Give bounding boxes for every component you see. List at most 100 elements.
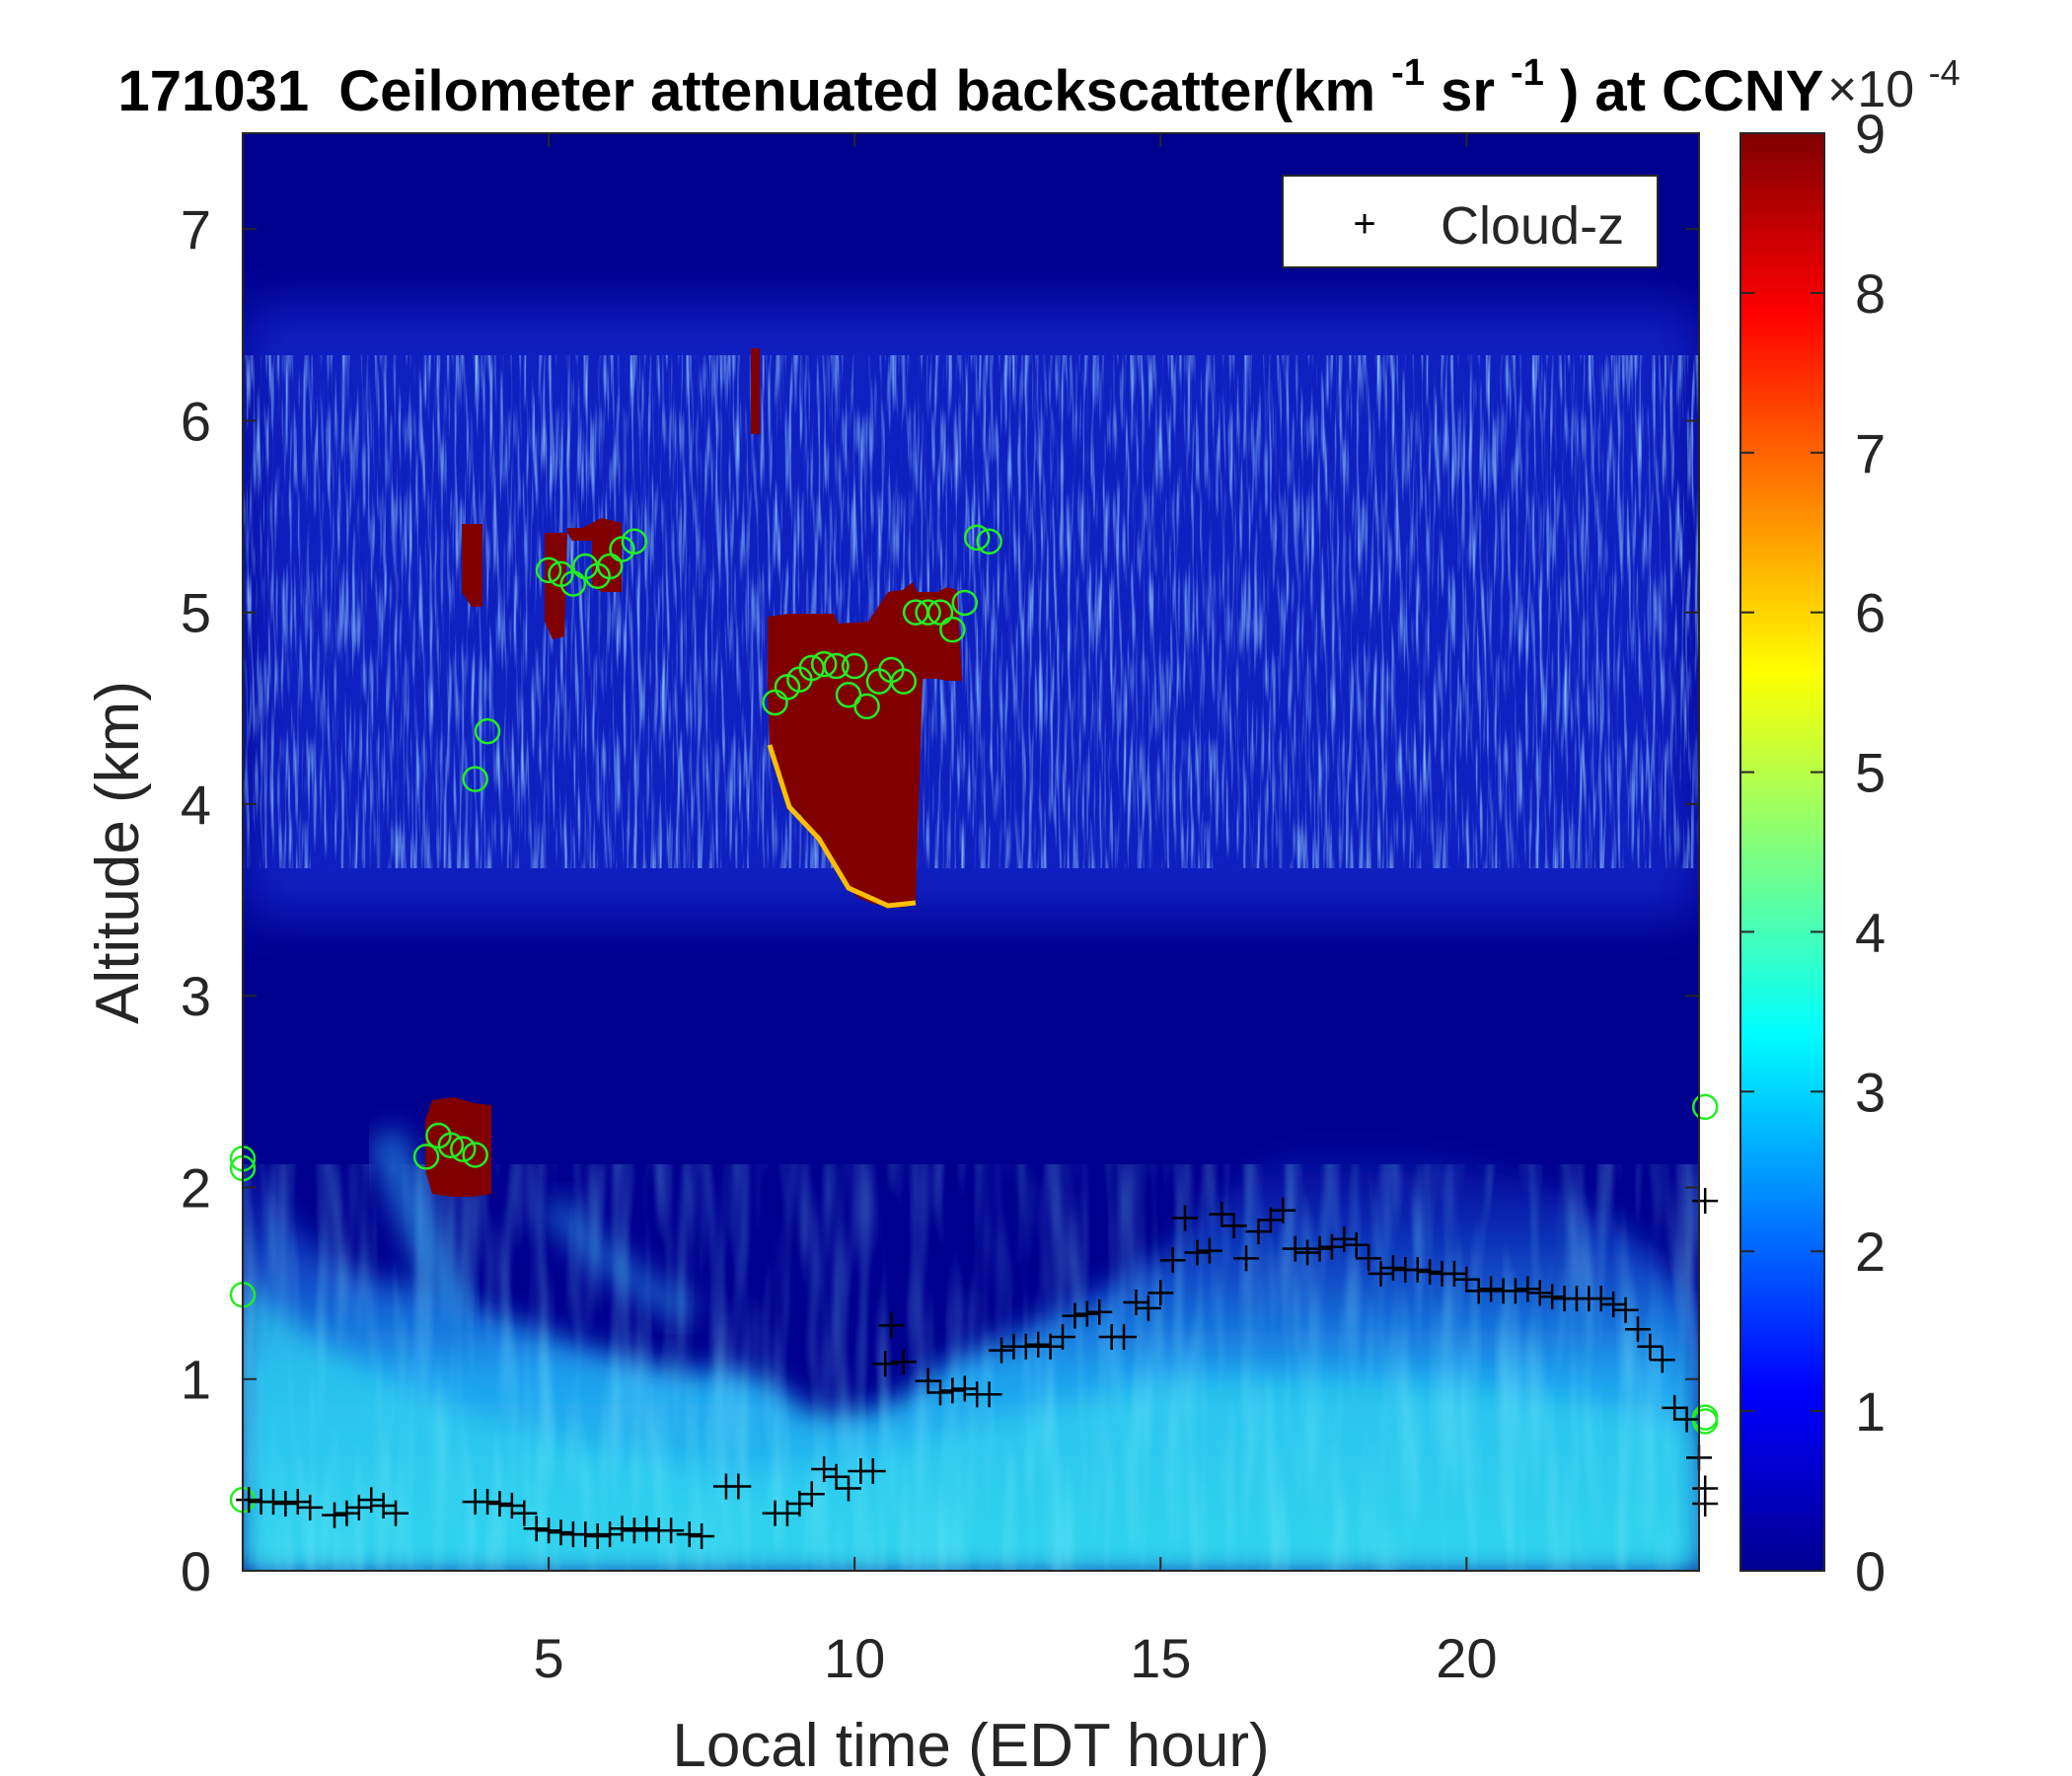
cloud-z-marker <box>689 1523 715 1550</box>
title-mid: sr <box>1441 59 1495 123</box>
colorbar-tick-label: 5 <box>1855 742 1886 804</box>
cloud-z-marker <box>835 1475 861 1502</box>
cloud-z-marker <box>475 1489 501 1516</box>
title-sup-2: -1 <box>1511 52 1544 94</box>
cloud-z-marker <box>1515 1276 1541 1302</box>
cloud-z-marker <box>1184 1239 1211 1266</box>
green-circle-marker <box>559 570 587 597</box>
green-circle-marker <box>890 668 918 695</box>
cloud-z-marker <box>1147 1280 1174 1306</box>
green-circle-marker <box>1691 1093 1719 1121</box>
cloud-z-marker <box>1379 1255 1406 1282</box>
cloud-z-marker <box>1441 1260 1467 1287</box>
y-tick-label: 2 <box>181 1156 211 1219</box>
markers-layer <box>229 524 1719 1550</box>
green-circle-marker <box>621 528 648 555</box>
cloud-z-marker <box>272 1491 299 1517</box>
cloud-z-marker <box>322 1502 348 1528</box>
green-circle-marker <box>412 1144 440 1170</box>
cloud-z-marker <box>1356 1245 1382 1272</box>
green-circle-marker <box>951 589 979 617</box>
cloud-z-marker <box>725 1473 752 1500</box>
colorbar-tick-label: 7 <box>1855 422 1886 484</box>
cloud-z-marker <box>523 1516 550 1542</box>
cloud-z-marker <box>1624 1316 1651 1343</box>
title-date: 171031 <box>118 59 310 123</box>
cloud-z-marker <box>236 1487 262 1514</box>
cloud-patch-e <box>751 348 760 434</box>
cloud-z-marker <box>1588 1286 1614 1312</box>
cloud-z-marker <box>1404 1257 1431 1284</box>
cloud-z-marker <box>859 1457 886 1484</box>
colorbar-ticks: 0 1 2 3 4 5 6 7 8 9 <box>1740 103 1886 1602</box>
y-tick-label: 5 <box>181 582 211 644</box>
chart-title: 171031 Ceilometer attenuated backscatter… <box>118 34 1824 123</box>
cloud-z-marker <box>1343 1231 1369 1258</box>
cloud-z-marker <box>1270 1197 1296 1223</box>
cloud-z-marker <box>1025 1331 1052 1358</box>
cloud-z-marker <box>297 1494 324 1520</box>
title-sup-1: -1 <box>1391 52 1425 94</box>
cloud-z-marker <box>1649 1347 1675 1373</box>
colorbar-tick-label: 2 <box>1855 1221 1886 1283</box>
legend-marker-cloud-z: + <box>1353 202 1375 246</box>
cloud-z-marker <box>1417 1258 1443 1285</box>
cloud-z-marker <box>926 1379 953 1406</box>
residual-plume-2 <box>541 1194 698 1326</box>
cloud-z-marker <box>989 1337 1015 1364</box>
cloud-z-marker <box>1368 1260 1394 1287</box>
green-circle-marker <box>474 717 501 745</box>
cloud-z-marker <box>1050 1323 1076 1350</box>
cloud-z-marker <box>1245 1219 1272 1245</box>
x-axis-label: Local time (EDT hour) <box>672 1712 1269 1776</box>
plot-frame <box>242 132 1700 1572</box>
cloud-z-marker <box>609 1516 635 1542</box>
cloud-z-marker <box>1478 1276 1505 1302</box>
legend-box <box>1282 175 1659 268</box>
colorbar-exponent-power: -4 <box>1929 52 1961 93</box>
cloud-z-marker <box>1612 1296 1639 1323</box>
title-tail: ) at CCNY <box>1560 59 1823 123</box>
cloud-z-marker <box>798 1481 825 1508</box>
cloud-z-marker <box>548 1519 574 1546</box>
green-circle-marker <box>1691 1408 1719 1435</box>
green-circle-marker <box>450 1136 477 1162</box>
green-circle-marker <box>462 1142 488 1168</box>
cloud-z-marker <box>823 1463 850 1490</box>
y-axis: 0 1 2 3 4 5 6 7 <box>181 198 1699 1602</box>
cloud-z-marker <box>1196 1237 1222 1264</box>
cloud-z-marker <box>1012 1333 1039 1360</box>
cloud-patch-c <box>545 518 622 639</box>
cloud-z-marker <box>1465 1278 1492 1304</box>
title-main: Ceilometer attenuated backscatter(km <box>338 59 1375 123</box>
cloud-z-marker <box>358 1487 385 1514</box>
cloud-z-marker <box>1073 1300 1100 1327</box>
y-tick-label: 1 <box>181 1349 211 1411</box>
green-circle-marker <box>915 599 941 626</box>
y-axis-label: Altitude (km) <box>84 681 152 1024</box>
cloud-z-marker <box>1662 1394 1688 1421</box>
legend: + Cloud-z <box>1282 175 1659 268</box>
cloud-z-marker <box>1331 1225 1358 1252</box>
cloud-z-marker <box>976 1381 1002 1408</box>
colorbar-exponent-base: ×10 <box>1827 61 1914 118</box>
y-tick-label: 7 <box>181 198 211 260</box>
cloud-z-marker <box>939 1377 966 1404</box>
cloud-z-marker <box>1295 1239 1321 1266</box>
cloud-z-marker <box>486 1491 513 1517</box>
cloud-z-marker <box>1221 1213 1247 1239</box>
cloud-z-marker <box>1282 1235 1308 1262</box>
cloud-z-marker <box>872 1351 899 1377</box>
cloud-z-marker <box>536 1517 562 1544</box>
cloud-z-marker <box>915 1368 941 1394</box>
cloud-z-marker <box>1692 1188 1719 1215</box>
y-tick-label: 6 <box>181 390 211 452</box>
cloud-z-marker <box>1233 1245 1260 1272</box>
green-circle-marker <box>823 652 850 680</box>
cloud-patch-a <box>425 1097 491 1197</box>
cloud-z-marker <box>633 1516 660 1542</box>
colorbar-gradient <box>1740 133 1824 1571</box>
cloud-z-marker <box>658 1517 685 1544</box>
cloud-z-marker <box>333 1500 360 1526</box>
cloud-z-marker <box>1159 1247 1186 1274</box>
